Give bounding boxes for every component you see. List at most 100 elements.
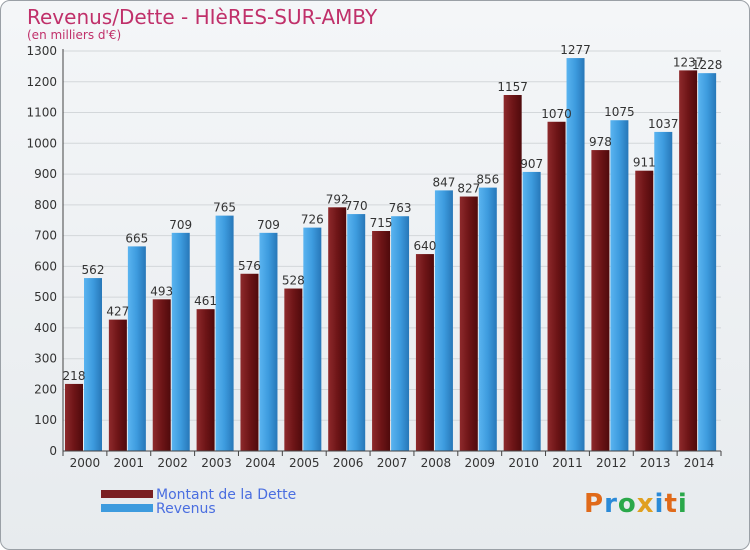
logo-letter: i xyxy=(677,489,688,519)
data-label: 726 xyxy=(301,213,324,227)
data-label: 1037 xyxy=(648,117,679,131)
x-tick-label: 2010 xyxy=(508,456,539,470)
data-label: 709 xyxy=(169,218,192,232)
data-label: 1075 xyxy=(604,105,635,119)
data-label: 1277 xyxy=(560,43,591,57)
logo-letter: i xyxy=(654,489,665,519)
proxiti-logo: Proxiti xyxy=(584,489,688,519)
x-tick-label: 2009 xyxy=(464,456,495,470)
data-label: 665 xyxy=(125,231,148,245)
bar-dette xyxy=(108,319,127,451)
x-tick-label: 2014 xyxy=(684,456,715,470)
data-label: 427 xyxy=(106,305,129,319)
bar-dette xyxy=(415,254,434,451)
logo-letter: t xyxy=(664,489,678,519)
bar-revenus xyxy=(654,131,673,451)
x-tick-label: 2005 xyxy=(289,456,320,470)
y-tick-label: 900 xyxy=(34,167,57,181)
legend-label-dette: Montant de la Dette xyxy=(156,487,297,503)
bar-dette xyxy=(679,70,698,451)
bar-revenus xyxy=(434,190,453,451)
bar-dette xyxy=(635,170,654,451)
y-tick-label: 1300 xyxy=(26,44,57,58)
data-label: 493 xyxy=(150,284,173,298)
logo-letter: r xyxy=(604,489,618,519)
data-label: 562 xyxy=(82,263,105,277)
legend-swatch-revenus xyxy=(101,504,153,512)
y-tick-label: 0 xyxy=(49,444,57,458)
logo-letter: o xyxy=(617,489,637,519)
bar-revenus xyxy=(84,278,102,451)
x-tick-label: 2013 xyxy=(640,456,671,470)
x-tick-label: 2006 xyxy=(333,456,364,470)
bar-dette xyxy=(459,196,478,451)
bar-revenus xyxy=(522,171,541,451)
chart-title: Revenus/Dette - HIèRES-SUR-AMBY xyxy=(27,5,378,29)
legend-swatch-dette xyxy=(101,490,153,498)
y-tick-label: 500 xyxy=(34,290,57,304)
bar-revenus xyxy=(127,246,146,451)
x-tick-label: 2002 xyxy=(157,456,188,470)
bar-dette xyxy=(196,309,215,451)
bar-revenus xyxy=(347,214,366,451)
data-label: 1228 xyxy=(692,58,723,72)
y-tick-label: 400 xyxy=(34,321,57,335)
bar-dette xyxy=(65,383,83,451)
data-label: 907 xyxy=(520,157,543,171)
bar-dette xyxy=(240,273,259,451)
data-label: 827 xyxy=(457,182,480,196)
x-tick-label: 2000 xyxy=(70,456,101,470)
data-label: 792 xyxy=(326,192,349,206)
x-tick-label: 2003 xyxy=(201,456,232,470)
bar-revenus xyxy=(171,232,190,451)
data-label: 770 xyxy=(345,199,368,213)
data-label: 847 xyxy=(432,175,455,189)
x-tick-label: 2004 xyxy=(245,456,276,470)
y-tick-label: 100 xyxy=(34,413,57,427)
bar-dette xyxy=(284,288,303,451)
bar-dette xyxy=(591,150,610,452)
chart-subtitle: (en milliers d'€) xyxy=(27,28,122,42)
bar-revenus xyxy=(259,232,278,451)
x-tick-label: 2008 xyxy=(421,456,452,470)
data-label: 1157 xyxy=(497,80,528,94)
logo-letter: x xyxy=(636,489,655,519)
data-label: 715 xyxy=(370,216,393,230)
data-label: 978 xyxy=(589,135,612,149)
y-tick-label: 700 xyxy=(34,229,57,243)
y-tick-label: 300 xyxy=(34,352,57,366)
bar-revenus xyxy=(303,227,322,451)
y-tick-label: 600 xyxy=(34,259,57,273)
x-tick-label: 2012 xyxy=(596,456,627,470)
bar-dette xyxy=(152,299,171,451)
data-label: 528 xyxy=(282,274,305,288)
bar-revenus xyxy=(215,215,234,451)
data-label: 640 xyxy=(413,239,436,253)
data-label: 709 xyxy=(257,218,280,232)
y-tick-label: 800 xyxy=(34,198,57,212)
data-label: 763 xyxy=(389,201,412,215)
bar-dette xyxy=(328,207,347,451)
bar-revenus xyxy=(610,120,629,451)
bar-revenus xyxy=(478,187,497,451)
data-label: 461 xyxy=(194,294,217,308)
data-label: 911 xyxy=(633,156,656,170)
y-tick-label: 1000 xyxy=(26,136,57,150)
data-label: 765 xyxy=(213,201,236,215)
x-tick-label: 2001 xyxy=(114,456,145,470)
bar-dette xyxy=(503,95,522,451)
bar-revenus xyxy=(566,58,585,451)
bar-dette xyxy=(547,121,566,452)
data-label: 856 xyxy=(476,173,499,187)
y-tick-label: 1200 xyxy=(26,75,57,89)
bar-revenus xyxy=(391,216,410,451)
bar-revenus xyxy=(698,73,717,452)
data-label: 1237 xyxy=(673,55,704,69)
data-label: 576 xyxy=(238,259,261,273)
logo-letter: P xyxy=(584,489,605,519)
bar-dette xyxy=(372,231,391,451)
x-tick-label: 2011 xyxy=(552,456,583,470)
data-label: 218 xyxy=(63,369,86,383)
